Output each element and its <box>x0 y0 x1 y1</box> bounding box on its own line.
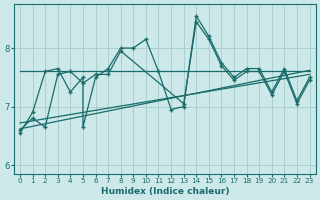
X-axis label: Humidex (Indice chaleur): Humidex (Indice chaleur) <box>100 187 229 196</box>
